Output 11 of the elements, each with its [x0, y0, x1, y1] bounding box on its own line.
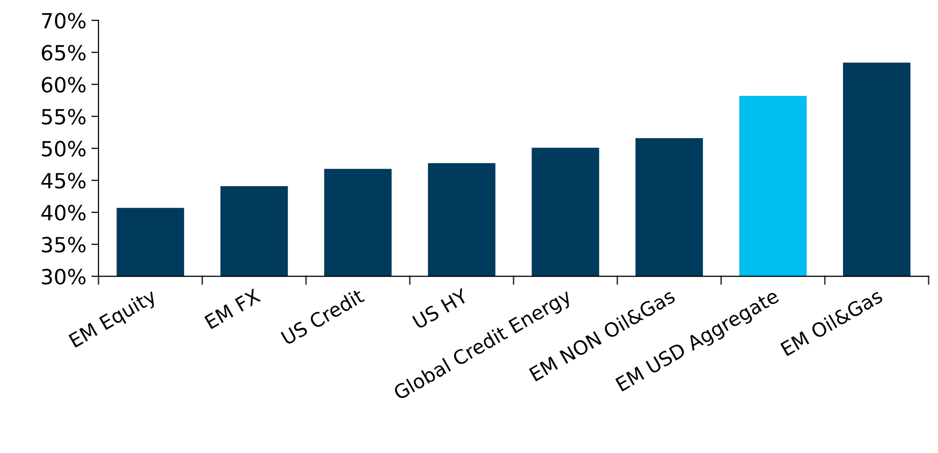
y-tick-label: 60% — [42, 76, 86, 93]
y-tick-label: 45% — [41, 172, 86, 189]
y-tick-label: 40% — [41, 204, 86, 221]
y-tick-label: 55% — [42, 108, 86, 125]
y-tick-label: 35% — [42, 236, 86, 253]
y-tick-label: 65% — [42, 44, 86, 61]
x-tick-label: US HY — [412, 288, 470, 330]
y-tick-label: 30% — [42, 268, 86, 285]
y-tick-label: 70% — [42, 12, 86, 29]
x-tick-label: EM FX — [204, 288, 261, 330]
y-tick-label: 50% — [42, 140, 86, 157]
